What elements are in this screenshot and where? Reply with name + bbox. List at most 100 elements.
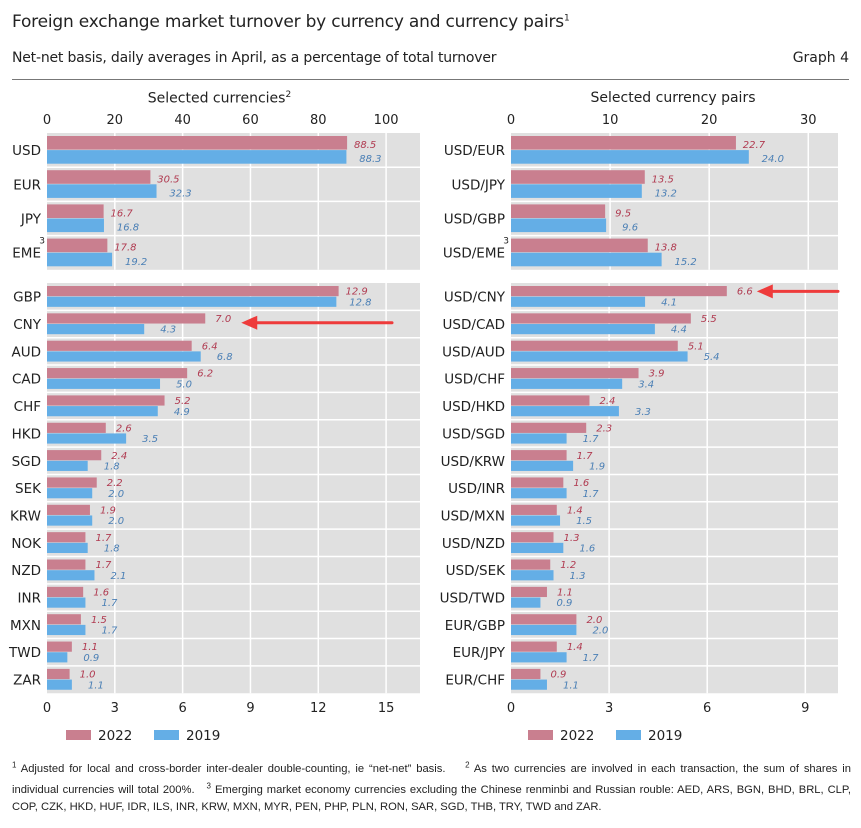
- data-label-2019: 4.3: [160, 325, 176, 336]
- data-label-2022: 1.4: [567, 642, 583, 653]
- data-label-2019: 13.2: [655, 188, 677, 199]
- category-label: USD/JPY: [452, 177, 506, 193]
- bar-2022: [47, 586, 84, 598]
- category-footnote-marker: 3: [503, 237, 509, 247]
- bar-2019: [47, 515, 93, 526]
- bar-2019: [511, 460, 574, 471]
- bar-2019: [511, 218, 607, 233]
- bar-2022: [47, 532, 86, 543]
- data-label-2019: 1.9: [589, 461, 605, 472]
- bar-2019: [47, 597, 86, 608]
- data-label-2019: 3.3: [635, 407, 651, 418]
- footnote-1: 1 Adjusted for local and cross-border in…: [12, 760, 445, 775]
- data-label-2022: 6.6: [737, 287, 753, 298]
- bar-2019: [511, 378, 623, 389]
- data-label-2022: 6.4: [202, 341, 218, 352]
- category-label: USD/HKD: [442, 399, 505, 415]
- footnote-marker: 1: [12, 760, 17, 769]
- category-label: USD/CAD: [443, 317, 505, 333]
- bar-2019: [47, 570, 95, 581]
- category-label: EUR/GBP: [445, 618, 505, 634]
- data-label-2022: 2.4: [111, 451, 127, 462]
- bar-2022: [511, 641, 557, 652]
- bar-2022: [511, 422, 587, 433]
- x-tick-label: 9: [801, 701, 809, 716]
- bar-2022: [511, 136, 736, 150]
- data-label-2019: 1.7: [101, 598, 118, 609]
- category-label: USD/CNY: [444, 290, 506, 306]
- legend-label-2019: 2019: [648, 728, 682, 744]
- bar-2019: [47, 184, 157, 198]
- x-tick-label: 15: [378, 701, 395, 716]
- category-label: AUD: [11, 344, 41, 360]
- bar-2022: [511, 559, 551, 570]
- bar-2019: [47, 218, 104, 233]
- bar-2019: [511, 184, 642, 198]
- footnotes: 1 Adjusted for local and cross-border in…: [12, 756, 851, 816]
- footnote-text: As two currencies are involved in each t…: [12, 762, 852, 797]
- category-label: MXN: [10, 618, 41, 634]
- data-label-2022: 1.6: [93, 588, 109, 599]
- data-label-2019: 4.4: [671, 325, 687, 336]
- category-label: USD/KRW: [441, 454, 505, 470]
- data-label-2019: 1.7: [583, 434, 600, 445]
- bar-2019: [47, 488, 93, 499]
- data-label-2019: 1.6: [579, 544, 595, 555]
- bar-2019: [511, 296, 646, 307]
- data-label-2022: 5.5: [701, 314, 717, 325]
- bar-2022: [47, 313, 206, 324]
- bar-2022: [511, 614, 577, 625]
- bar-2022: [511, 204, 606, 218]
- bar-2019: [47, 252, 113, 267]
- category-label: CAD: [12, 372, 41, 388]
- data-label-2022: 1.6: [573, 478, 589, 489]
- category-label: USD/NZD: [442, 536, 505, 552]
- data-label-2019: 1.1: [88, 680, 104, 691]
- category-label: USD/TWD: [440, 591, 505, 607]
- data-label-2019: 3.5: [142, 434, 158, 445]
- bar-2019: [511, 515, 561, 526]
- data-label-2022: 1.1: [557, 588, 573, 599]
- bar-2019: [511, 324, 655, 335]
- category-label: INR: [18, 591, 41, 607]
- data-label-2019: 1.1: [563, 680, 579, 691]
- x-tick-label: 80: [310, 113, 327, 128]
- bar-2019: [511, 488, 567, 499]
- bar-2019: [47, 679, 72, 690]
- bar-2019: [511, 679, 547, 690]
- x-tick-label: 12: [310, 701, 327, 716]
- bar-2019: [47, 351, 201, 362]
- data-label-2022: 1.7: [95, 560, 112, 571]
- bar-2019: [47, 542, 88, 553]
- category-label: TWD: [8, 645, 41, 661]
- data-label-2019: 0.9: [556, 598, 572, 609]
- x-tick-label: 20: [701, 113, 718, 128]
- data-label-2022: 1.3: [564, 533, 580, 544]
- data-label-2022: 2.6: [116, 423, 132, 434]
- bar-2022: [47, 204, 104, 218]
- bar-2022: [47, 136, 348, 150]
- data-label-2022: 1.2: [560, 560, 576, 571]
- bar-2019: [511, 252, 662, 267]
- data-label-2022: 12.9: [345, 287, 367, 298]
- category-label: JPY: [20, 212, 42, 228]
- bar-2022: [511, 286, 727, 297]
- category-label: NOK: [11, 536, 42, 552]
- footnote-marker: 2: [465, 760, 470, 769]
- bar-2022: [47, 368, 188, 379]
- bar-2022: [47, 614, 81, 625]
- category-label: USD/SEK: [446, 563, 506, 579]
- bar-2019: [47, 406, 158, 417]
- bar-2022: [47, 559, 86, 570]
- x-tick-label: 30: [800, 113, 817, 128]
- data-label-2019: 32.3: [169, 188, 191, 199]
- bar-2022: [511, 668, 541, 680]
- x-tick-label: 0: [507, 701, 515, 716]
- data-label-2022: 1.1: [82, 642, 98, 653]
- legend-swatch-2019: [616, 730, 641, 740]
- category-label: EUR: [13, 177, 41, 193]
- category-label: USD/INR: [448, 481, 505, 497]
- graph-number: Graph 4: [792, 50, 849, 66]
- bar-2022: [511, 586, 547, 598]
- annotation-arrow-head: [241, 315, 258, 330]
